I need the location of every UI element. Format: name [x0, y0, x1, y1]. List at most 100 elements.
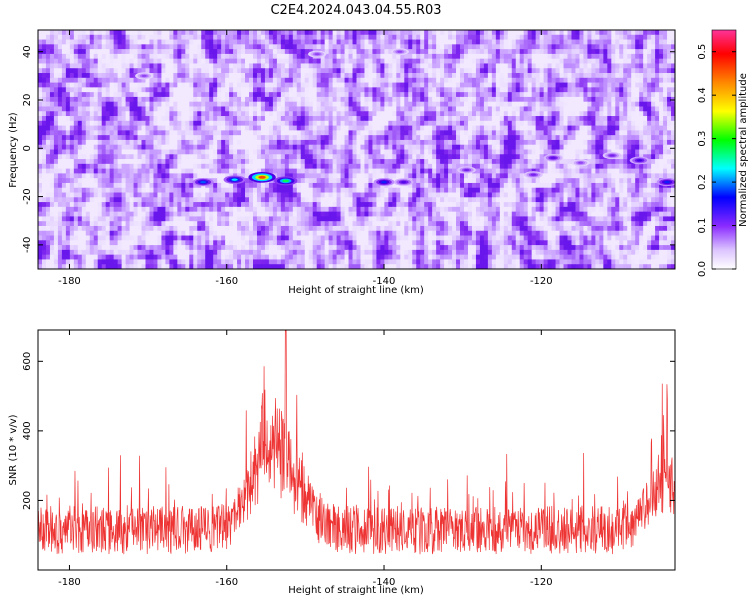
heatmap-cell	[121, 159, 126, 165]
heatmap-cell	[559, 120, 564, 126]
heatmap-cell	[471, 144, 477, 150]
heatmap-cell	[655, 49, 660, 55]
heatmap-cell	[101, 34, 107, 40]
heatmap-cell	[563, 87, 568, 93]
heatmap-cell	[268, 34, 274, 40]
heatmap-cell	[587, 30, 592, 36]
heatmap-cell	[241, 30, 246, 36]
heatmap-cell	[515, 139, 521, 146]
heatmap-cell	[639, 30, 644, 36]
heatmap-cell	[599, 96, 604, 103]
heatmap-cell	[479, 73, 485, 79]
heatmap-cell	[300, 58, 306, 64]
heatmap-cell	[623, 130, 628, 136]
heatmap-cell	[499, 77, 505, 83]
heatmap-cell	[539, 34, 545, 40]
heatmap-cell	[49, 87, 55, 93]
heatmap-cell	[396, 139, 401, 146]
heatmap-cell	[169, 58, 174, 64]
heatmap-cell	[344, 116, 349, 122]
heatmap-cell	[563, 82, 568, 88]
heatmap-cell	[105, 87, 111, 93]
heatmap-cell	[109, 77, 115, 83]
heatmap-cell	[651, 77, 656, 83]
heatmap-cell	[57, 120, 63, 126]
heatmap-cell	[651, 106, 656, 112]
heatmap-cell	[428, 144, 433, 150]
heatmap-cell	[161, 111, 166, 117]
heatmap-cell	[420, 120, 425, 126]
heatmap-cell	[587, 58, 592, 64]
heatmap-cell	[117, 116, 123, 122]
heatmap-cell	[467, 82, 473, 88]
heatmap-cell	[647, 173, 652, 179]
heatmap-cell	[448, 163, 453, 170]
heatmap-cell	[173, 30, 178, 36]
heatmap-cell	[41, 101, 47, 107]
heatmap-cell	[129, 125, 134, 131]
heatmap-cell	[619, 168, 624, 174]
heatmap-cell	[348, 125, 353, 131]
heatmap-cell	[579, 68, 584, 74]
heatmap-cell	[61, 168, 67, 174]
heatmap-cell	[300, 101, 306, 107]
heatmap-cell	[264, 53, 270, 60]
heatmap-cell	[404, 44, 409, 50]
heatmap-cell	[193, 58, 198, 64]
heatmap-cell	[647, 168, 652, 174]
heatmap-cell	[189, 106, 194, 112]
heatmap-cell	[599, 125, 604, 131]
heatmap-cell	[57, 49, 63, 55]
heatmap-cell	[97, 92, 103, 98]
heatmap-cell	[340, 30, 345, 36]
heatmap-cell	[85, 77, 91, 83]
heatmap-cell	[635, 68, 640, 74]
heatmap-cell	[105, 30, 111, 36]
heatmap-cell	[53, 130, 59, 136]
heatmap-cell	[651, 73, 656, 79]
heatmap-cell	[137, 111, 142, 117]
heatmap-cell	[575, 34, 580, 40]
heatmap-cell	[400, 106, 405, 112]
heatmap-cell	[249, 163, 254, 170]
heatmap-cell	[245, 68, 250, 74]
heatmap-cell	[376, 111, 381, 117]
heatmap-cell	[647, 63, 652, 69]
heatmap-cell	[503, 101, 509, 107]
heatmap-cell	[651, 168, 656, 174]
heatmap-cell	[444, 77, 449, 83]
heatmap-cell	[611, 39, 616, 45]
heatmap-cell	[420, 111, 425, 117]
heatmap-cell	[304, 106, 310, 112]
heatmap-cell	[408, 73, 413, 79]
heatmap-cell	[145, 173, 150, 179]
heatmap-cell	[551, 58, 556, 64]
heatmap-cell	[157, 106, 162, 112]
heatmap-cell	[424, 101, 429, 107]
heatmap-cell	[663, 139, 668, 146]
heatmap-cell	[252, 68, 258, 74]
heatmap-cell	[197, 68, 202, 74]
heatmap-cell	[300, 120, 306, 126]
heatmap-cell	[364, 49, 369, 55]
heatmap-cell	[245, 73, 250, 79]
heatmap-cell	[332, 168, 337, 174]
heatmap-cell	[125, 149, 130, 155]
heatmap-cell	[173, 53, 178, 60]
heatmap-cell	[599, 130, 604, 136]
heatmap-cell	[392, 149, 397, 155]
heatmap-cell	[97, 96, 103, 103]
heatmap-cell	[444, 111, 449, 117]
heatmap-cell	[535, 87, 541, 93]
heatmap-cell	[475, 130, 481, 136]
heatmap-cell	[209, 34, 214, 40]
heatmap-cell	[595, 125, 600, 131]
heatmap-cell	[213, 144, 218, 150]
heatmap-cell	[643, 116, 648, 122]
heatmap-cell	[292, 34, 298, 40]
heatmap-cell	[523, 159, 529, 165]
heatmap-cell	[635, 111, 640, 117]
heatmap-cell	[177, 144, 182, 150]
heatmap-cell	[157, 82, 162, 88]
heatmap-cell	[475, 139, 481, 146]
